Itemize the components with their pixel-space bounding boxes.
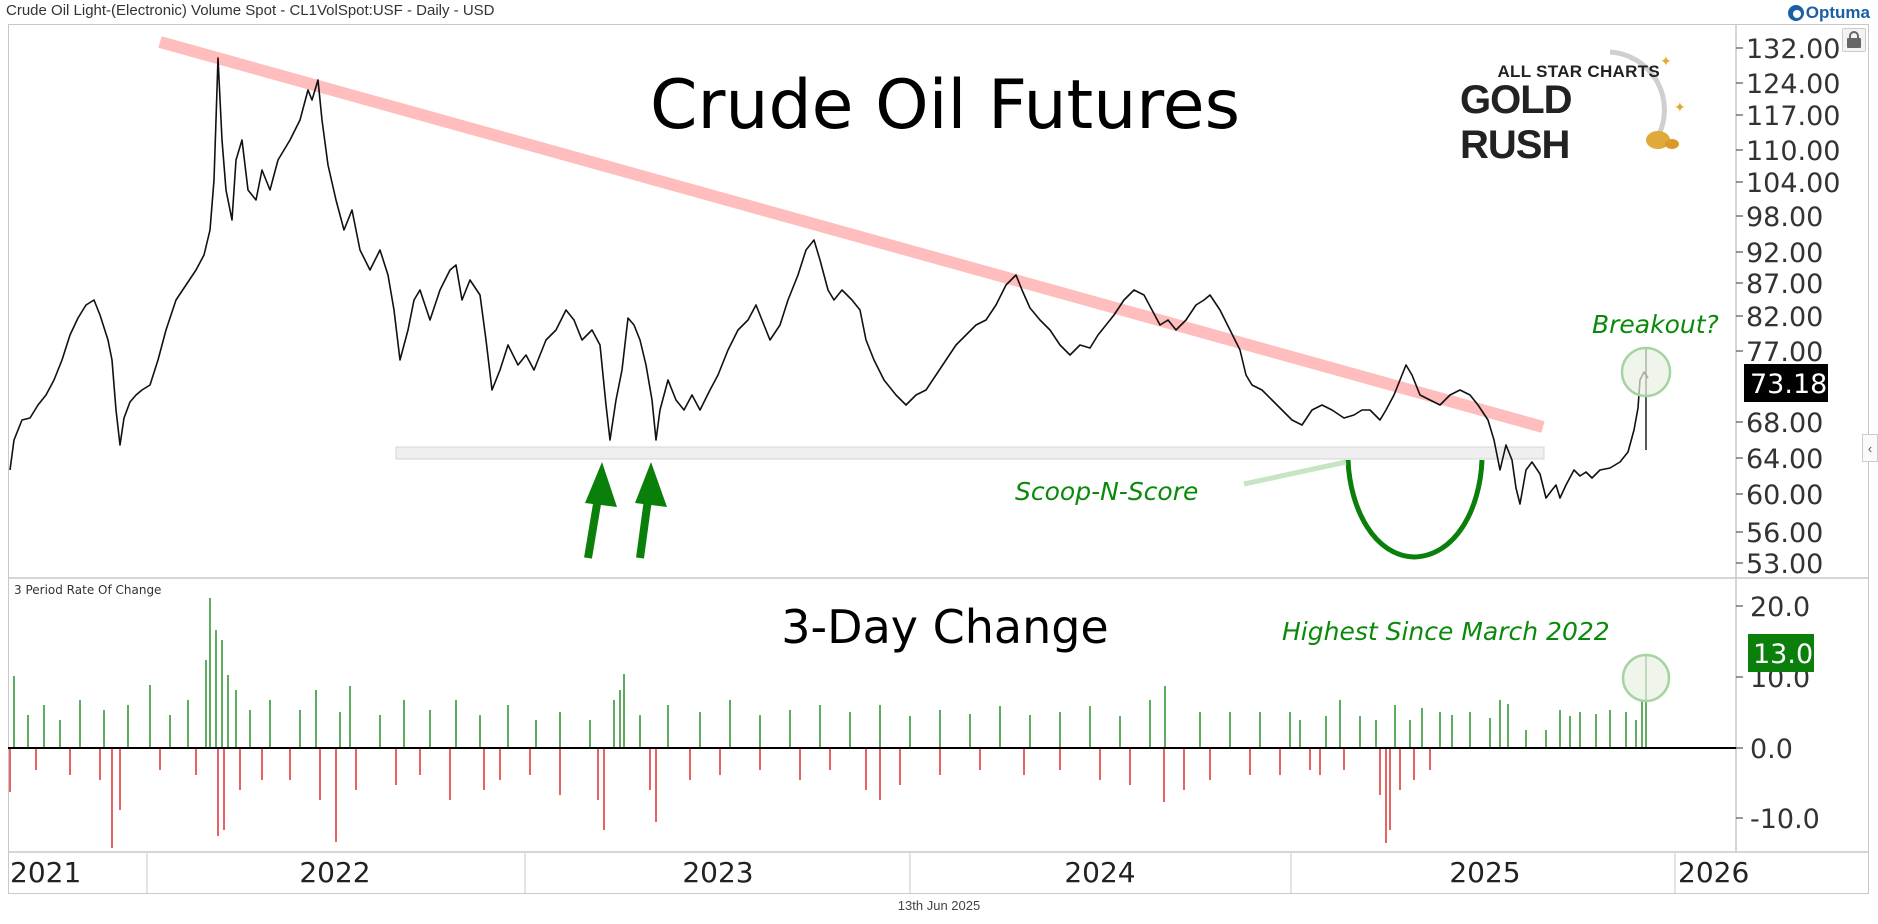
svg-text:0.0: 0.0 bbox=[1750, 734, 1793, 765]
svg-text:53.00: 53.00 bbox=[1746, 549, 1823, 580]
price-series bbox=[9, 57, 1649, 505]
svg-text:110.00: 110.00 bbox=[1746, 136, 1840, 167]
svg-text:60.00: 60.00 bbox=[1746, 480, 1823, 511]
lock-button[interactable] bbox=[1842, 28, 1866, 52]
svg-text:✦: ✦ bbox=[1674, 99, 1686, 115]
scoop-ellipse bbox=[1345, 459, 1485, 560]
svg-text:2024: 2024 bbox=[1064, 856, 1135, 889]
roc-bars bbox=[9, 598, 1647, 848]
last-roc-value: 13.0 bbox=[1753, 639, 1813, 670]
svg-text:132.00: 132.00 bbox=[1746, 34, 1840, 65]
svg-text:2021: 2021 bbox=[10, 856, 81, 889]
svg-text:64.00: 64.00 bbox=[1746, 444, 1823, 475]
scoop-pointer-line bbox=[1243, 459, 1347, 487]
last-roc-badge bbox=[1748, 634, 1814, 672]
footer-date: 13th Jun 2025 bbox=[897, 898, 981, 913]
chart-header-title: Crude Oil Light-(Electronic) Volume Spot… bbox=[6, 2, 495, 19]
optuma-brand: Optuma bbox=[1787, 3, 1870, 23]
breakout-label: Breakout? bbox=[1592, 310, 1719, 339]
chart-title: Crude Oil Futures bbox=[650, 66, 1240, 145]
support-band bbox=[395, 446, 1545, 460]
up-arrow-icon bbox=[635, 462, 667, 559]
svg-text:82.00: 82.00 bbox=[1746, 302, 1823, 333]
svg-text:68.00: 68.00 bbox=[1746, 408, 1823, 439]
svg-text:-10.0: -10.0 bbox=[1750, 804, 1820, 835]
up-arrow-icon bbox=[584, 462, 617, 559]
gold-rush-logo: ✦ ✦ ALL STAR CHARTS GOLD RUSH bbox=[1460, 44, 1720, 167]
last-price-badge bbox=[1744, 364, 1828, 402]
breakout-circle bbox=[1620, 346, 1672, 398]
svg-text:117.00: 117.00 bbox=[1746, 101, 1840, 132]
logo-line1: ALL STAR CHARTS bbox=[1497, 62, 1660, 81]
svg-text:92.00: 92.00 bbox=[1746, 238, 1823, 269]
svg-text:✦: ✦ bbox=[1660, 53, 1672, 69]
svg-text:2025: 2025 bbox=[1449, 856, 1520, 889]
lock-icon bbox=[1847, 31, 1861, 48]
collapse-panel-button[interactable]: ‹ bbox=[1862, 434, 1878, 462]
roc-highlight-circle bbox=[1621, 653, 1671, 703]
optuma-brand-text: Optuma bbox=[1805, 3, 1870, 22]
svg-text:20.0: 20.0 bbox=[1750, 592, 1810, 623]
highest-since-label: Highest Since March 2022 bbox=[1282, 617, 1610, 646]
resistance-trendline bbox=[158, 36, 1545, 433]
svg-text:104.00: 104.00 bbox=[1746, 168, 1840, 199]
last-price-value: 73.18 bbox=[1750, 369, 1827, 400]
date-axis: 2021 2022 2023 2024 2025 2026 bbox=[10, 852, 1749, 893]
logo-line2: GOLD RUSH bbox=[1460, 78, 1573, 167]
optuma-logo-icon bbox=[1787, 5, 1804, 21]
svg-text:2026: 2026 bbox=[1678, 856, 1749, 889]
svg-text:98.00: 98.00 bbox=[1746, 202, 1823, 233]
svg-text:77.00: 77.00 bbox=[1746, 337, 1823, 368]
scoop-label: Scoop-N-Score bbox=[1015, 477, 1198, 506]
svg-text:87.00: 87.00 bbox=[1746, 269, 1823, 300]
svg-text:2023: 2023 bbox=[682, 856, 753, 889]
logo-arc-icon: ✦ ✦ bbox=[1609, 49, 1686, 149]
roc-y-axis: 20.0 10.0 0.0 -10.0 bbox=[1736, 592, 1820, 835]
svg-text:56.00: 56.00 bbox=[1746, 518, 1823, 549]
gold-nugget-icon bbox=[1646, 131, 1670, 149]
svg-text:2022: 2022 bbox=[299, 856, 370, 889]
roc-title: 3-Day Change bbox=[781, 600, 1108, 654]
svg-text:124.00: 124.00 bbox=[1746, 69, 1840, 100]
chevron-left-icon: ‹ bbox=[1867, 440, 1873, 456]
indicator-label: 3 Period Rate Of Change bbox=[14, 583, 161, 597]
price-y-axis: 132.00 124.00 117.00 110.00 104.00 98.00… bbox=[1736, 34, 1840, 580]
